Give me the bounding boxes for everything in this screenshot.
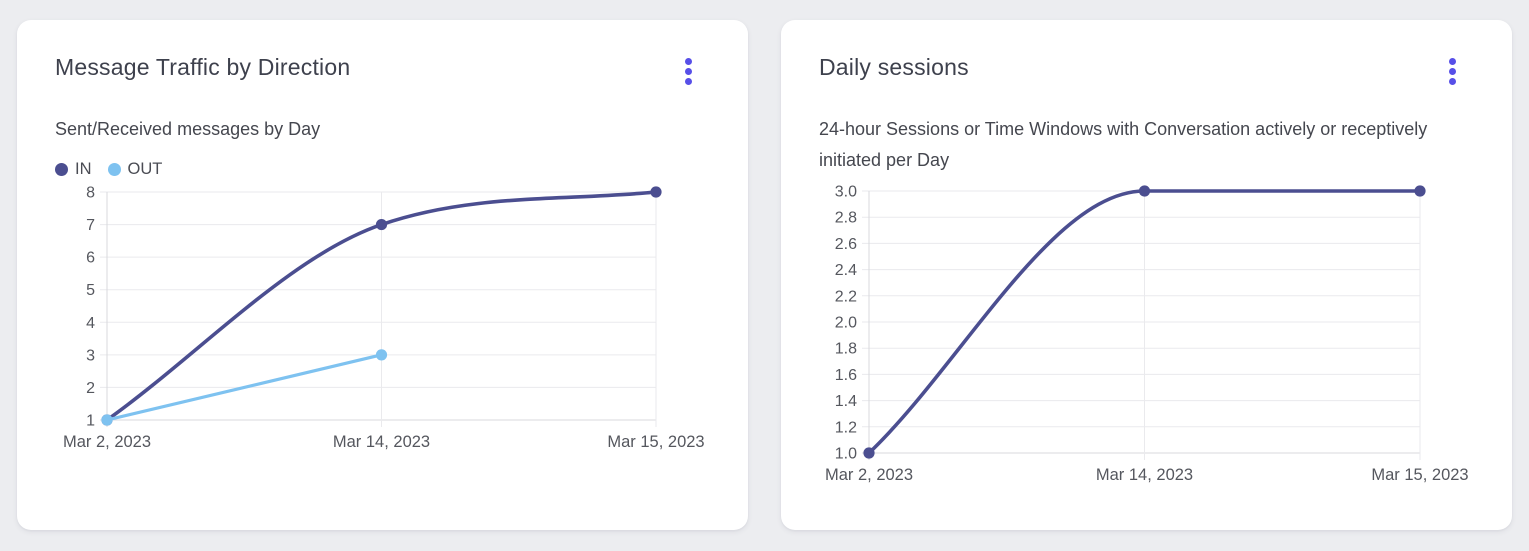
svg-text:Mar 2, 2023: Mar 2, 2023 xyxy=(63,433,151,451)
svg-text:5: 5 xyxy=(86,282,95,299)
legend-item-in[interactable]: IN xyxy=(55,160,92,179)
svg-text:6: 6 xyxy=(86,250,95,267)
svg-text:2.8: 2.8 xyxy=(835,210,857,227)
svg-text:8: 8 xyxy=(86,185,95,202)
card-message-traffic: Message Traffic by Direction Sent/Receiv… xyxy=(17,20,748,530)
data-point xyxy=(375,349,388,361)
svg-text:1: 1 xyxy=(86,413,95,430)
legend-dot xyxy=(107,163,121,176)
card-title: Message Traffic by Direction xyxy=(55,54,351,80)
svg-text:1.4: 1.4 xyxy=(835,393,857,410)
svg-text:2.2: 2.2 xyxy=(835,288,857,305)
svg-text:1.0: 1.0 xyxy=(835,446,857,463)
legend-label: OUT xyxy=(127,160,163,178)
svg-text:1.8: 1.8 xyxy=(835,341,857,358)
card-menu-button[interactable] xyxy=(679,54,698,89)
svg-text:Mar 14, 2023: Mar 14, 2023 xyxy=(1096,466,1193,484)
data-point xyxy=(1414,185,1426,197)
svg-text:Mar 14, 2023: Mar 14, 2023 xyxy=(333,433,430,451)
chart-legend: IN OUT xyxy=(55,160,710,179)
axis-tick-labels: 1 2 3 4 5 6 7 8 Mar 2, 2023 Mar 14, 2023 Mar 15, 2… xyxy=(63,185,705,452)
svg-text:Mar 15, 2023: Mar 15, 2023 xyxy=(607,433,704,451)
data-point xyxy=(1138,185,1151,197)
card-subtitle: Sent/Received messages by Day xyxy=(55,119,321,139)
svg-text:1.2: 1.2 xyxy=(835,419,857,436)
card-subtitle: 24-hour Sessions or Time Windows with Co… xyxy=(819,119,1428,170)
legend-label: IN xyxy=(75,160,92,178)
line-chart-message-traffic: 1 2 3 4 5 6 7 8 Mar 2, 2023 Mar 14, 2023 Mar 15, 2… xyxy=(55,184,710,461)
svg-text:2.6: 2.6 xyxy=(835,236,857,253)
chart-svg: 1.0 1.2 1.4 1.6 1.8 2.0 2.2 2.4 2.6 2.8 3.0 Mar 2, … xyxy=(825,184,1469,485)
series-line-out xyxy=(105,353,384,422)
card-header: Daily sessions xyxy=(819,52,1474,89)
data-point xyxy=(101,414,113,426)
svg-text:2: 2 xyxy=(86,380,95,397)
card-title: Daily sessions xyxy=(819,54,969,80)
data-point xyxy=(375,218,388,231)
gridlines xyxy=(100,191,657,427)
svg-text:7: 7 xyxy=(86,217,95,234)
legend-dot xyxy=(55,163,68,176)
legend-item-out[interactable]: OUT xyxy=(107,160,163,179)
chart-svg: 1 2 3 4 5 6 7 8 Mar 2, 2023 Mar 14, 2023 Mar 15, 2… xyxy=(63,185,705,452)
svg-text:2.0: 2.0 xyxy=(835,315,857,332)
svg-text:Mar 15, 2023: Mar 15, 2023 xyxy=(1371,466,1468,484)
svg-text:3.0: 3.0 xyxy=(835,185,857,201)
line-chart-daily-sessions: 1.0 1.2 1.4 1.6 1.8 2.0 2.2 2.4 2.6 2.8 3.0 Mar 2, … xyxy=(819,184,1474,494)
card-menu-button[interactable] xyxy=(1443,54,1462,89)
series-line-0 xyxy=(867,189,1422,455)
kebab-menu-icon xyxy=(1449,58,1456,85)
svg-text:4: 4 xyxy=(86,315,95,332)
data-point xyxy=(650,186,662,198)
kebab-menu-icon xyxy=(685,58,692,85)
card-header: Message Traffic by Direction xyxy=(55,52,710,89)
axis-tick-labels: 1.0 1.2 1.4 1.6 1.8 2.0 2.2 2.4 2.6 2.8 3.0 Mar 2, … xyxy=(825,184,1469,485)
data-point xyxy=(863,447,875,459)
svg-text:1.6: 1.6 xyxy=(835,367,857,384)
svg-text:2.4: 2.4 xyxy=(835,262,857,279)
gridlines xyxy=(862,190,1421,460)
svg-text:3: 3 xyxy=(86,347,95,364)
svg-text:Mar 2, 2023: Mar 2, 2023 xyxy=(825,466,913,484)
card-daily-sessions: Daily sessions 24-hour Sessions or Time … xyxy=(781,20,1512,530)
